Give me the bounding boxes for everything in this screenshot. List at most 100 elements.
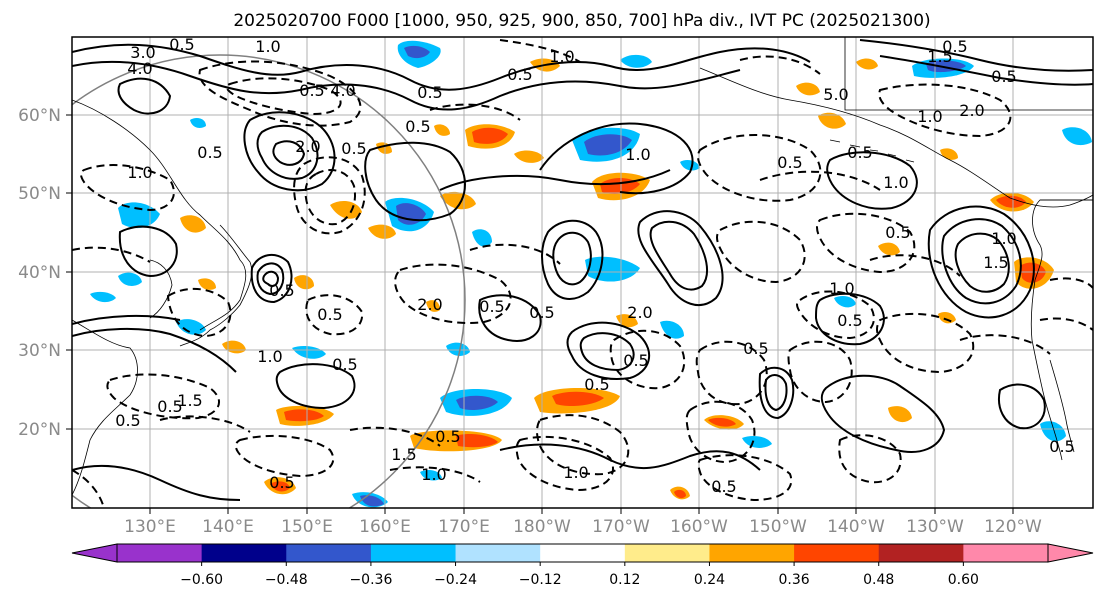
- shade-red: [284, 409, 324, 422]
- shade-blue: [680, 160, 700, 171]
- contour-label: 0.5: [991, 67, 1016, 86]
- shade-red: [472, 127, 508, 144]
- contour-line: [72, 60, 741, 111]
- contour-label: 0.5: [507, 65, 532, 84]
- contour-label: 4.0: [127, 59, 152, 78]
- contour-line: [429, 103, 521, 121]
- shade-blue: [620, 54, 652, 68]
- contour-label: 1.0: [255, 37, 280, 56]
- lat-label: 50°N: [18, 184, 61, 204]
- contour-line: [225, 77, 342, 116]
- lon-label: 160°W: [670, 517, 728, 537]
- contour-line: [272, 140, 306, 166]
- lon-label: 150°E: [281, 517, 333, 537]
- contour-label: 0.5: [269, 281, 294, 300]
- contour-line: [876, 312, 975, 374]
- contour-label: 1.0: [421, 465, 446, 484]
- shade-red: [674, 489, 686, 499]
- contour-label: 0.5: [743, 339, 768, 358]
- contour-line: [566, 321, 650, 380]
- contour-label: 1.5: [983, 253, 1008, 272]
- coastline-aleutians: [829, 139, 915, 163]
- contour-line: [816, 212, 916, 274]
- contour-label: 0.5: [269, 473, 294, 492]
- shade-orange: [180, 215, 206, 233]
- colorbar-frame: [116, 543, 1049, 563]
- contour-line: [826, 151, 918, 210]
- shade-orange: [856, 58, 878, 70]
- shade-blue-dark: [456, 395, 498, 410]
- contour-label: 1.0: [127, 163, 152, 182]
- shade-orange: [440, 191, 476, 210]
- coastline-asia: [72, 99, 247, 331]
- shade-blue: [472, 229, 492, 247]
- contour-label: 3.0: [130, 43, 155, 62]
- colorbar-segment: [286, 544, 372, 562]
- contour-label: 0.5: [479, 297, 504, 316]
- colorbar-segment: [540, 544, 626, 562]
- lat-label: 60°N: [18, 106, 61, 126]
- contour-line: [697, 454, 793, 502]
- contour-line: [796, 290, 875, 340]
- shade-orange: [198, 278, 216, 290]
- contour-line: [389, 466, 481, 483]
- shade-orange: [878, 242, 900, 256]
- shade-blue: [742, 436, 772, 448]
- contour-line: [72, 314, 181, 325]
- contour-line: [716, 220, 806, 284]
- colorbar-segment: [201, 544, 287, 562]
- contour-line: [927, 205, 1035, 319]
- shade-blue: [1040, 421, 1066, 442]
- contour-label: 0.5: [299, 81, 324, 100]
- contour-line: [541, 219, 604, 300]
- colorbar-tick-label: −0.24: [434, 572, 477, 588]
- contour-line: [552, 231, 592, 286]
- contour-line: [305, 294, 364, 336]
- figure-title: 2025020700 F000 [1000, 950, 925, 900, 85…: [233, 11, 930, 31]
- contour-line: [72, 246, 151, 263]
- lon-label: 170°E: [438, 517, 490, 537]
- contour-line: [304, 169, 356, 226]
- contour-line: [954, 232, 1010, 293]
- contour-label: 1.5: [391, 445, 416, 464]
- contour-line: [262, 270, 280, 287]
- shade-red: [456, 434, 498, 448]
- contour-labels: 3.04.00.5 1.04.0 0.52.0 0.50.51.00.5 5.01.0 2…: [115, 37, 1074, 496]
- contour-line: [72, 327, 237, 373]
- lon-label: 130°W: [906, 517, 964, 537]
- lon-label: 140°E: [202, 517, 254, 537]
- contour-label: 1.0: [563, 463, 588, 482]
- contour-label: 1.0: [991, 229, 1016, 248]
- shade-blue-dark: [404, 45, 430, 59]
- colorbar-segment: [455, 544, 541, 562]
- contour-label: 2.0: [417, 295, 442, 314]
- contour-line: [814, 292, 885, 346]
- shade-blue: [292, 346, 326, 359]
- colorbar-segment: [794, 544, 880, 562]
- colorbar-tick-label: 0.12: [609, 572, 640, 588]
- shade-blue: [660, 320, 684, 339]
- contour-label: 1.5: [927, 47, 952, 66]
- shade-red: [996, 195, 1026, 208]
- contour-line: [117, 77, 172, 115]
- colorbar-extend-high: [1047, 543, 1094, 563]
- shade-orange: [818, 112, 846, 129]
- contour-line: [787, 340, 853, 404]
- contour-line: [998, 383, 1046, 430]
- contour-line: [697, 134, 822, 202]
- contour-line: [394, 263, 512, 324]
- contour-label: 0.5: [332, 355, 357, 374]
- contour-line: [759, 170, 881, 191]
- contour-line: [515, 435, 614, 492]
- contour-line: [293, 156, 366, 235]
- shade-orange: [368, 224, 396, 239]
- shade-blue: [420, 470, 442, 481]
- contour-line: [536, 414, 630, 476]
- colorbar-extend-low: [71, 543, 118, 563]
- contour-label: 0.5: [341, 139, 366, 158]
- contour-label: 0.5: [623, 351, 648, 370]
- contour-label: 1.0: [257, 347, 282, 366]
- contour-label: 2.0: [295, 137, 320, 156]
- colorbar-tick-label: −0.60: [180, 572, 223, 588]
